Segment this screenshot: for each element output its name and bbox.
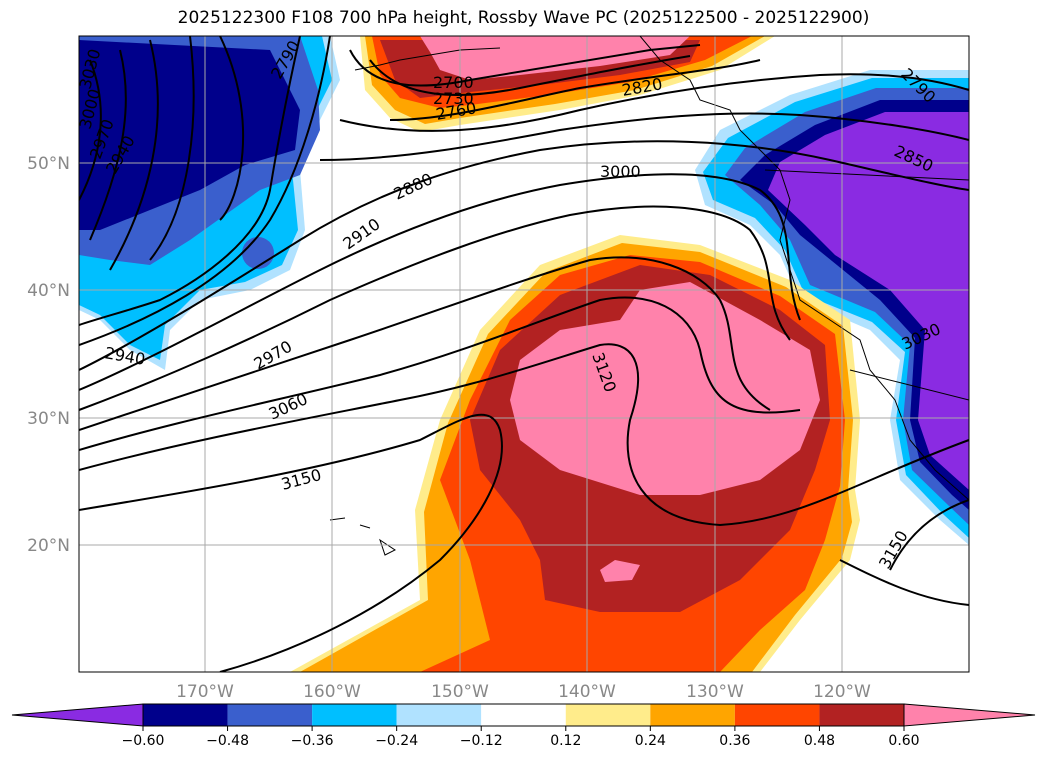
colorbar-tick-label: −0.12 — [460, 733, 503, 749]
colorbar-ticks: −0.60 −0.48 −0.36 −0.24 −0.12 0.12 0.24 0.36 0.4… — [122, 726, 920, 749]
height-contours — [79, 36, 969, 672]
colorbar-tick-label: 0.48 — [804, 733, 835, 749]
contour-line — [79, 413, 503, 672]
colorbar-tick-label: 0.12 — [550, 733, 581, 749]
colorbar-swatch — [143, 704, 228, 726]
lon-label-150w: 150°W — [431, 682, 489, 702]
lon-label-130w: 130°W — [686, 682, 744, 702]
colorbar-tick-label: −0.24 — [375, 733, 418, 749]
contour-line — [79, 140, 969, 371]
colorbar-tick-label: −0.48 — [206, 733, 249, 749]
contour-line — [79, 173, 801, 391]
contour-line — [389, 59, 761, 121]
anomaly-blob-royal-blue — [242, 237, 274, 269]
colorbar-tick-label: −0.60 — [122, 733, 165, 749]
contour-line — [89, 49, 127, 241]
lat-label-20n: 20°N — [27, 536, 70, 556]
contour-line — [319, 112, 969, 161]
contour-line — [349, 44, 701, 87]
map-plot-area: 3030 3000 2970 2940 2790 2700 2730 2760 … — [79, 36, 969, 672]
mexico-border-line — [849, 369, 969, 401]
contour-line — [79, 36, 331, 346]
colorbar-extend-min — [11, 703, 144, 727]
contour-line — [79, 205, 791, 411]
lat-label-50n: 50°N — [27, 154, 70, 174]
lon-label-140w: 140°W — [558, 682, 616, 702]
anomaly-fill-pink — [600, 560, 640, 582]
colorbar-swatch — [650, 704, 735, 726]
contour-line — [79, 296, 801, 451]
contour-line — [79, 36, 301, 326]
contour-line — [79, 256, 771, 431]
contour-label: 3000 — [600, 162, 641, 181]
contour-line — [339, 73, 969, 132]
lon-label-120w: 120°W — [813, 682, 871, 702]
colorbar-tick-label: 0.36 — [719, 733, 750, 749]
contour-line — [109, 39, 159, 271]
lat-label-40n: 40°N — [27, 281, 70, 301]
colorbar-swatch — [312, 704, 397, 726]
north-america-coastline — [639, 36, 969, 501]
colorbar-swatch — [227, 704, 313, 726]
colorbar: −0.60 −0.48 −0.36 −0.24 −0.12 0.12 0.24 0.36 0.4… — [11, 703, 1036, 749]
colorbar-swatch — [396, 704, 482, 726]
latitude-labels: 50°N 40°N 30°N 20°N — [27, 154, 70, 556]
contour-line — [149, 36, 195, 261]
anomaly-fill-purple — [768, 112, 969, 490]
contour-line — [79, 343, 969, 527]
colorbar-swatch — [734, 704, 820, 726]
colorbar-extend-max — [903, 703, 1036, 727]
anomaly-fill-navy — [79, 40, 300, 230]
colorbar-swatch — [565, 704, 651, 726]
contour-line — [889, 499, 969, 571]
colorbar-swatch — [819, 704, 904, 726]
longitude-labels: 170°W 160°W 150°W 140°W 130°W 120°W — [176, 682, 871, 702]
contour-line — [839, 559, 969, 606]
figure-title: 2025122300 F108 700 hPa height, Rossby W… — [177, 8, 870, 28]
contour-line — [369, 55, 691, 96]
contour-line — [219, 36, 245, 221]
lat-label-30n: 30°N — [27, 409, 70, 429]
lon-label-160w: 160°W — [303, 682, 361, 702]
lon-label-170w: 170°W — [176, 682, 234, 702]
colorbar-tick-label: 0.60 — [888, 733, 919, 749]
contour-label: 2730 — [433, 89, 474, 108]
colorbar-swatches — [11, 703, 1036, 727]
colorbar-tick-label: 0.24 — [635, 733, 666, 749]
contour-label: 2700 — [433, 73, 474, 92]
map-frame — [78, 35, 970, 673]
colorbar-tick-label: −0.36 — [291, 733, 334, 749]
colorbar-frame — [142, 703, 905, 727]
negative-anomaly-northeast — [695, 70, 969, 545]
graticule — [79, 36, 969, 672]
contour-line — [79, 59, 102, 201]
colorbar-swatch — [481, 704, 566, 726]
anomaly-fill-pink — [420, 36, 690, 80]
us-border-line — [764, 169, 969, 181]
